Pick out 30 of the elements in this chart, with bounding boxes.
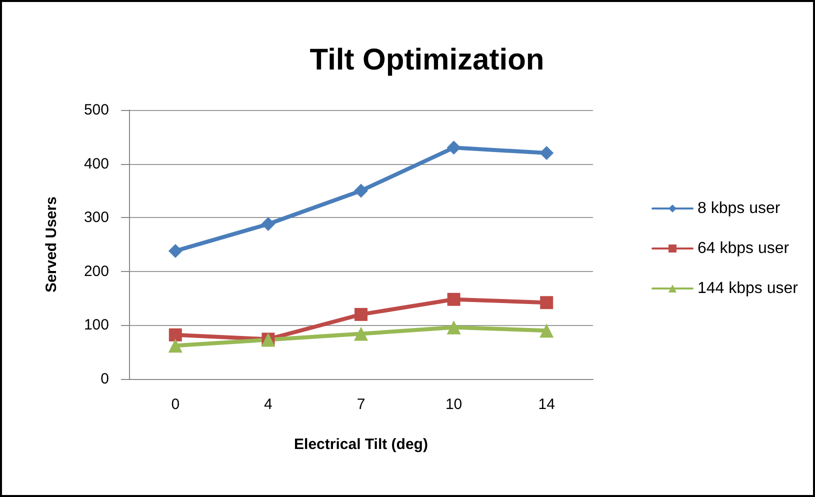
legend-label: 144 kbps user bbox=[697, 280, 799, 297]
legend-label: 8 kbps user bbox=[697, 200, 781, 217]
point bbox=[354, 308, 368, 321]
point bbox=[261, 217, 276, 232]
y-tick-label: 500 bbox=[84, 102, 109, 118]
y-tick-label: 0 bbox=[100, 370, 109, 388]
point bbox=[354, 326, 368, 341]
point bbox=[540, 296, 554, 310]
x-axis-title: Electrical Tilt (deg) bbox=[294, 436, 428, 453]
point bbox=[168, 338, 182, 353]
point bbox=[540, 146, 554, 160]
x-tick-label: 4 bbox=[264, 396, 272, 413]
point bbox=[168, 328, 182, 342]
y-axis-title: Served Users bbox=[43, 196, 60, 292]
point bbox=[540, 324, 554, 338]
x-tick-label: 10 bbox=[445, 396, 462, 413]
point bbox=[446, 320, 461, 334]
y-tick-label: 400 bbox=[84, 155, 109, 172]
y-tick-label: 200 bbox=[84, 262, 109, 280]
point bbox=[354, 184, 368, 198]
point bbox=[446, 140, 461, 155]
point bbox=[168, 244, 182, 258]
point bbox=[447, 292, 460, 306]
x-tick-label: 14 bbox=[538, 396, 555, 413]
y-tick-label: 100 bbox=[84, 316, 109, 334]
chart-title: Tilt Optimization bbox=[310, 44, 544, 76]
x-tick-label: 0 bbox=[171, 396, 180, 413]
x-tick-label: 7 bbox=[356, 396, 366, 413]
y-tick-label: 300 bbox=[84, 209, 109, 226]
legend-label: 64 kbps user bbox=[697, 240, 790, 257]
